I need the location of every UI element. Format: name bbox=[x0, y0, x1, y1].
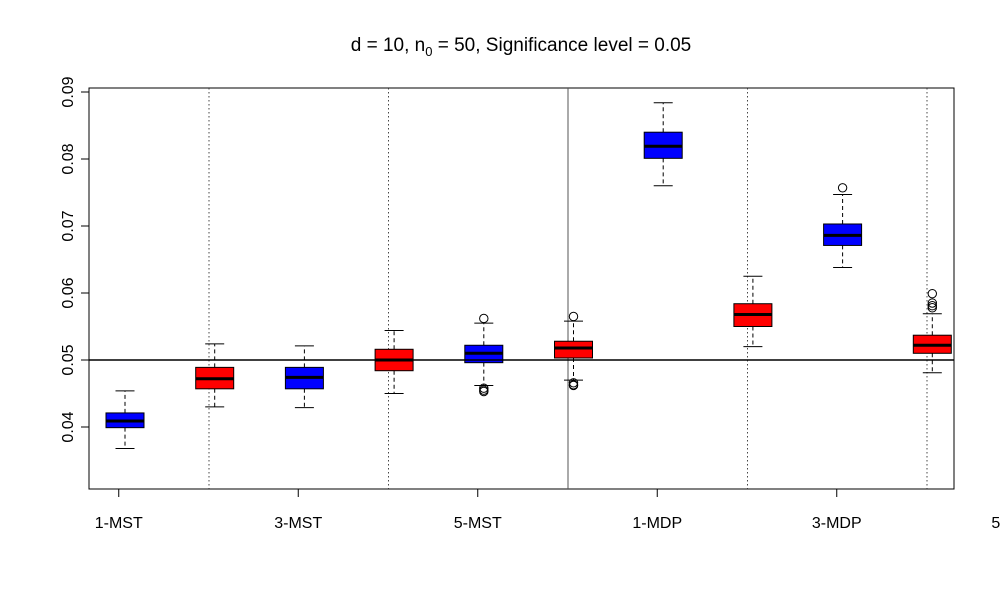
y-tick-label: 0.07 bbox=[60, 210, 77, 241]
y-tick-label: 0.06 bbox=[60, 277, 77, 308]
outlier-point bbox=[837, 183, 848, 193]
box-second bbox=[554, 340, 593, 359]
x-category-label: 3-MDP bbox=[812, 515, 862, 532]
outlier-point bbox=[479, 313, 489, 324]
outlier-point bbox=[479, 386, 489, 397]
x-category-label: 3-MST bbox=[274, 515, 322, 532]
x-category-label: 5-MST bbox=[454, 515, 502, 532]
outlier-point bbox=[568, 380, 579, 391]
plot-frame bbox=[88, 87, 955, 490]
y-tick-label: 0.08 bbox=[60, 143, 77, 174]
y-tick-label: 0.04 bbox=[60, 411, 77, 442]
x-category-label: 1-MST bbox=[95, 515, 143, 532]
plot-area: 0.04 0.05 0.06 0.07 0.08 0.09 1-MST 3-MST 5-MST 1… bbox=[60, 76, 1000, 532]
chart-title-rest: = 50, Significance level = 0.05 bbox=[432, 35, 691, 56]
x-category-label: 5-MDP bbox=[991, 515, 1000, 532]
y-tick-label: 0.05 bbox=[60, 344, 77, 375]
chart-title-subscript: 0 bbox=[425, 44, 432, 59]
outlier-point bbox=[568, 311, 579, 322]
chart-title-main: d = 10, n bbox=[351, 35, 425, 56]
y-tick-label: 0.09 bbox=[60, 76, 77, 107]
outlier-point bbox=[927, 298, 937, 308]
outlier-point bbox=[927, 288, 937, 299]
outlier-point bbox=[927, 303, 937, 313]
x-category-label: 1-MDP bbox=[632, 515, 682, 532]
chart-title: d = 10, n0 = 50, Significance level = 0.… bbox=[351, 35, 692, 59]
